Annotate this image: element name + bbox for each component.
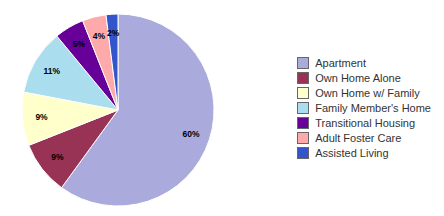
html-text:Assisted Living: Assisted Living (315, 147, 389, 159)
svg-text:4%: 4% (93, 31, 106, 41)
svg-text:9%: 9% (35, 112, 48, 122)
html-text:Adult Foster Care: Adult Foster Care (315, 132, 402, 144)
html-text:Transitional Housing: Transitional Housing (315, 117, 416, 129)
html-text:Own Home Alone: Own Home Alone (315, 72, 401, 84)
html-text:Apartment: Apartment (315, 57, 366, 69)
svg-text:2%: 2% (107, 28, 120, 38)
html-text:Family Member's Home: Family Member's Home (315, 102, 431, 114)
svg-text:11%: 11% (44, 66, 61, 76)
svg-text:9%: 9% (51, 152, 64, 162)
html-text:Own Home w/ Family: Own Home w/ Family (315, 87, 420, 99)
svg-text:5%: 5% (73, 39, 86, 49)
svg-text:60%: 60% (183, 129, 200, 139)
